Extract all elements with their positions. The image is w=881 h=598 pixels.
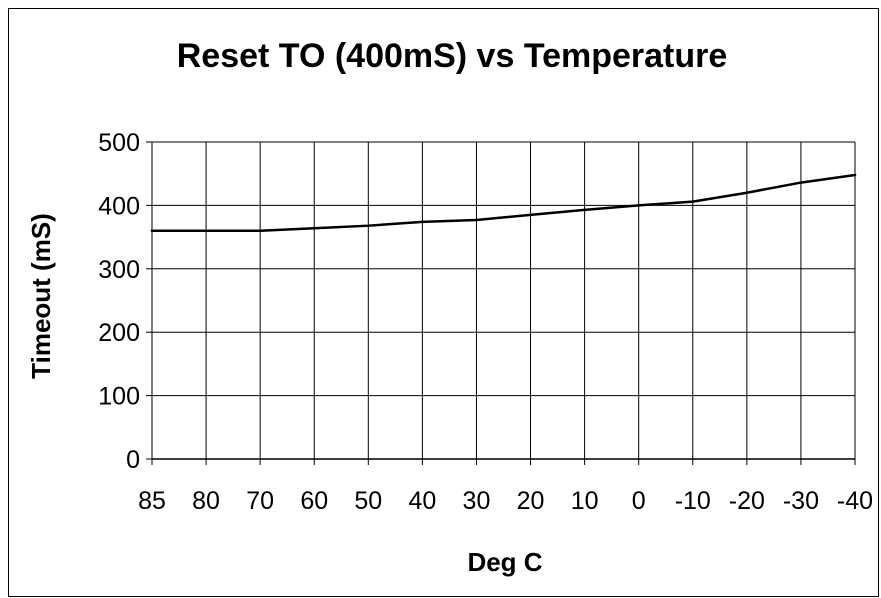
x-tick-label: 10 (571, 487, 599, 515)
y-tick-label: 300 (98, 256, 140, 284)
data-point (583, 208, 586, 212)
x-tick-label: -20 (729, 487, 765, 515)
x-tick-label: 20 (517, 487, 545, 515)
x-tick-label: 40 (408, 487, 436, 515)
series-line (150, 173, 857, 233)
data-point (421, 220, 424, 224)
x-tick-labels: 85 80 70 60 50 40 30 20 10 0 -10 -20 -30 -40 (138, 487, 873, 515)
y-tick-label: 500 (98, 129, 140, 157)
x-axis-title: Deg C (467, 547, 542, 577)
chart-frame (8, 8, 879, 597)
data-point (258, 229, 262, 232)
x-tick-label: 30 (463, 487, 491, 515)
data-point (745, 191, 749, 194)
y-tick-label: 200 (98, 319, 140, 347)
y-tick-labels: 0 100 200 300 400 500 (98, 129, 140, 474)
data-point (150, 229, 154, 232)
y-tick-label: 100 (98, 383, 140, 411)
grid-layer (152, 141, 856, 459)
x-tick-label: 0 (632, 487, 646, 515)
y-tick-label: 0 (126, 446, 140, 474)
data-point (529, 213, 532, 217)
x-tick-label: 80 (192, 487, 220, 515)
data-point (367, 224, 370, 227)
x-tick-label: 60 (300, 487, 328, 515)
x-tick-label: -30 (783, 487, 819, 515)
x-tick-label: -10 (675, 487, 711, 515)
data-point (204, 229, 208, 232)
data-point (637, 204, 640, 207)
x-tick-label: 70 (246, 487, 274, 515)
axis-layer (146, 141, 856, 465)
data-point (313, 227, 316, 230)
x-tick-label: 50 (354, 487, 382, 515)
x-tick-label: 85 (138, 487, 166, 515)
x-tick-label: -40 (837, 487, 873, 515)
data-point (691, 200, 694, 203)
y-tick-label: 400 (98, 192, 140, 220)
data-point (853, 173, 857, 177)
y-axis-title: Timeout (mS) (26, 213, 56, 379)
chart-title: Reset TO (400mS) vs Temperature (177, 37, 728, 75)
series-layer (150, 173, 857, 233)
data-point (475, 218, 478, 222)
data-point (799, 181, 803, 184)
